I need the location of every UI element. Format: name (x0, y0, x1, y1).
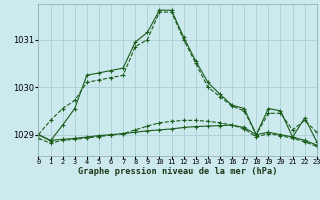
X-axis label: Graphe pression niveau de la mer (hPa): Graphe pression niveau de la mer (hPa) (78, 167, 277, 176)
